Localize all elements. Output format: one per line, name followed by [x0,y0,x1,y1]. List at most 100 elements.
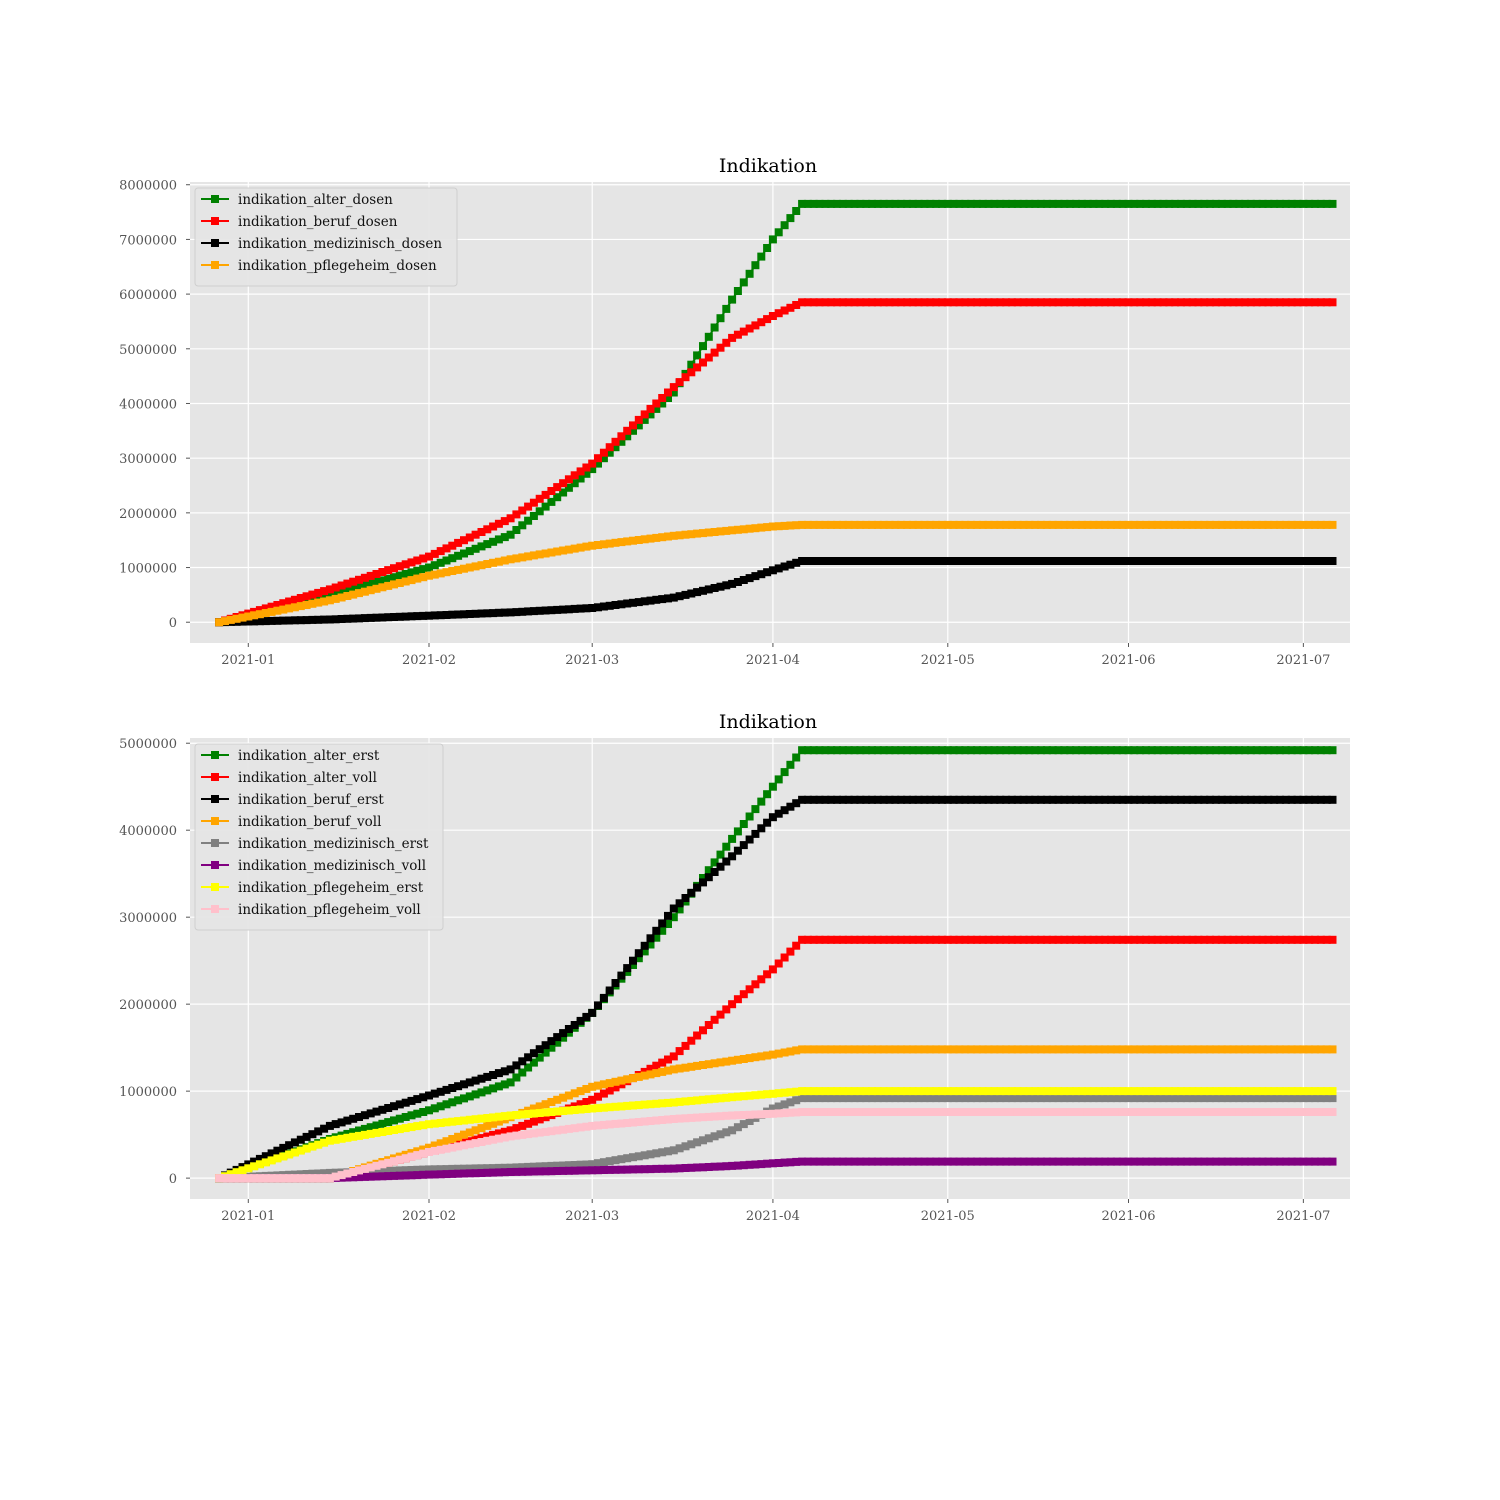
data-point [460,1130,468,1139]
data-point [850,795,859,804]
data-point [873,557,882,565]
data-point [1171,1045,1180,1054]
data-point [914,1157,923,1166]
data-point [1124,935,1133,944]
data-point [506,1111,515,1120]
data-point [879,746,888,755]
data-point [745,1091,754,1100]
data-point [1054,1094,1063,1103]
data-point [821,1108,830,1116]
data-point [792,941,801,950]
data-point [1211,199,1220,208]
data-point [1171,557,1180,565]
data-point [1241,1157,1250,1166]
data-point [996,1157,1005,1166]
data-point [984,298,993,307]
data-point [255,610,264,619]
data-point [1066,298,1075,307]
data-point [914,1087,923,1096]
data-point [460,1080,468,1089]
data-point [623,1075,632,1084]
data-point [1136,520,1145,529]
data-point [518,1130,527,1139]
data-point [1293,746,1302,755]
data-point [1200,1094,1209,1103]
data-point [1031,199,1040,208]
data-point [1007,1045,1016,1054]
data-point [500,1163,509,1172]
data-point [1147,746,1156,755]
data-point [1252,520,1261,529]
data-point [943,199,952,208]
data-point [1136,557,1145,565]
data-point [1054,1045,1063,1054]
data-point [378,576,387,585]
data-point [728,1111,737,1120]
data-point [244,1164,253,1173]
data-point [920,1157,929,1166]
data-point [722,1057,731,1066]
data-point [938,1094,946,1103]
data-point [856,199,865,208]
data-point [897,795,906,804]
data-point [897,1045,906,1054]
data-point [442,1085,451,1094]
data-point [885,1108,894,1116]
data-point [838,1045,847,1054]
data-point [786,802,795,811]
data-point [617,1165,626,1174]
data-point [838,1157,847,1166]
data-point [664,394,672,402]
data-point [582,1085,591,1093]
data-point [1276,935,1285,944]
data-point [547,1037,556,1046]
data-point [786,760,795,769]
data-point [1293,520,1302,529]
data-point [1025,557,1034,565]
data-point [436,569,445,578]
data-point [634,949,643,958]
data-point [1281,1094,1290,1103]
data-point [967,520,976,529]
data-point [967,1087,976,1096]
data-point [460,536,468,545]
data-point [891,1157,900,1166]
data-point [355,1126,363,1135]
data-point [955,298,964,307]
data-point [908,298,917,307]
data-point [739,278,748,287]
data-point [320,597,329,606]
data-point [1007,520,1016,529]
data-point [576,1123,585,1132]
data-point [1252,557,1261,565]
data-point [1077,298,1086,307]
data-point [1200,935,1209,944]
data-point [623,1165,632,1174]
data-point [704,353,713,362]
data-point [774,1109,783,1118]
data-point [290,595,299,604]
data-point [623,1101,632,1110]
data-point [932,520,941,529]
data-point [984,1157,993,1166]
data-point [809,1157,818,1166]
data-point [343,1169,352,1178]
data-point [489,1135,498,1144]
data-point [337,1134,346,1143]
data-point [798,557,807,565]
x-tick-label: 2021-02 [402,653,456,668]
data-point [687,360,696,369]
data-point [1025,746,1034,755]
data-point [821,1157,830,1166]
data-point [1206,1108,1215,1116]
data-point [442,611,451,619]
data-point [972,520,981,529]
data-point [768,566,777,575]
data-point [914,935,923,944]
data-point [1316,746,1325,755]
data-point [395,1100,404,1109]
data-point [355,1113,363,1121]
data-point [1072,520,1080,529]
data-point [652,404,661,413]
legend-frame [194,187,458,287]
